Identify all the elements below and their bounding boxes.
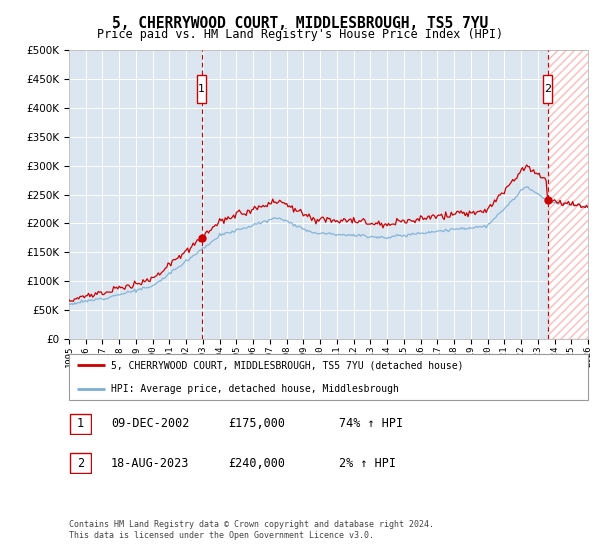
Text: 18-AUG-2023: 18-AUG-2023 [111,456,190,470]
Text: HPI: Average price, detached house, Middlesbrough: HPI: Average price, detached house, Midd… [110,384,398,394]
Text: Contains HM Land Registry data © Crown copyright and database right 2024.: Contains HM Land Registry data © Crown c… [69,520,434,529]
Text: 1: 1 [77,417,84,431]
Text: 2: 2 [77,456,84,470]
Text: 2% ↑ HPI: 2% ↑ HPI [339,456,396,470]
FancyBboxPatch shape [543,76,552,103]
Text: 1: 1 [198,85,205,94]
Text: 2: 2 [544,85,551,94]
Text: Price paid vs. HM Land Registry's House Price Index (HPI): Price paid vs. HM Land Registry's House … [97,28,503,41]
FancyBboxPatch shape [70,453,91,473]
Text: 5, CHERRYWOOD COURT, MIDDLESBROUGH, TS5 7YU: 5, CHERRYWOOD COURT, MIDDLESBROUGH, TS5 … [112,16,488,31]
FancyBboxPatch shape [197,76,206,103]
FancyBboxPatch shape [70,414,91,434]
Text: 09-DEC-2002: 09-DEC-2002 [111,417,190,431]
Text: £175,000: £175,000 [228,417,285,431]
Text: 74% ↑ HPI: 74% ↑ HPI [339,417,403,431]
FancyBboxPatch shape [69,354,588,400]
Text: £240,000: £240,000 [228,456,285,470]
Text: 5, CHERRYWOOD COURT, MIDDLESBROUGH, TS5 7YU (detached house): 5, CHERRYWOOD COURT, MIDDLESBROUGH, TS5 … [110,360,463,370]
Text: This data is licensed under the Open Government Licence v3.0.: This data is licensed under the Open Gov… [69,531,374,540]
